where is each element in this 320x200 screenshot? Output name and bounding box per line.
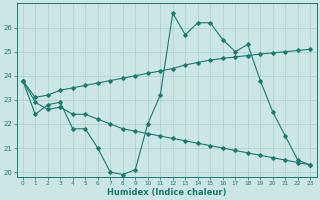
X-axis label: Humidex (Indice chaleur): Humidex (Indice chaleur) [107,188,226,197]
